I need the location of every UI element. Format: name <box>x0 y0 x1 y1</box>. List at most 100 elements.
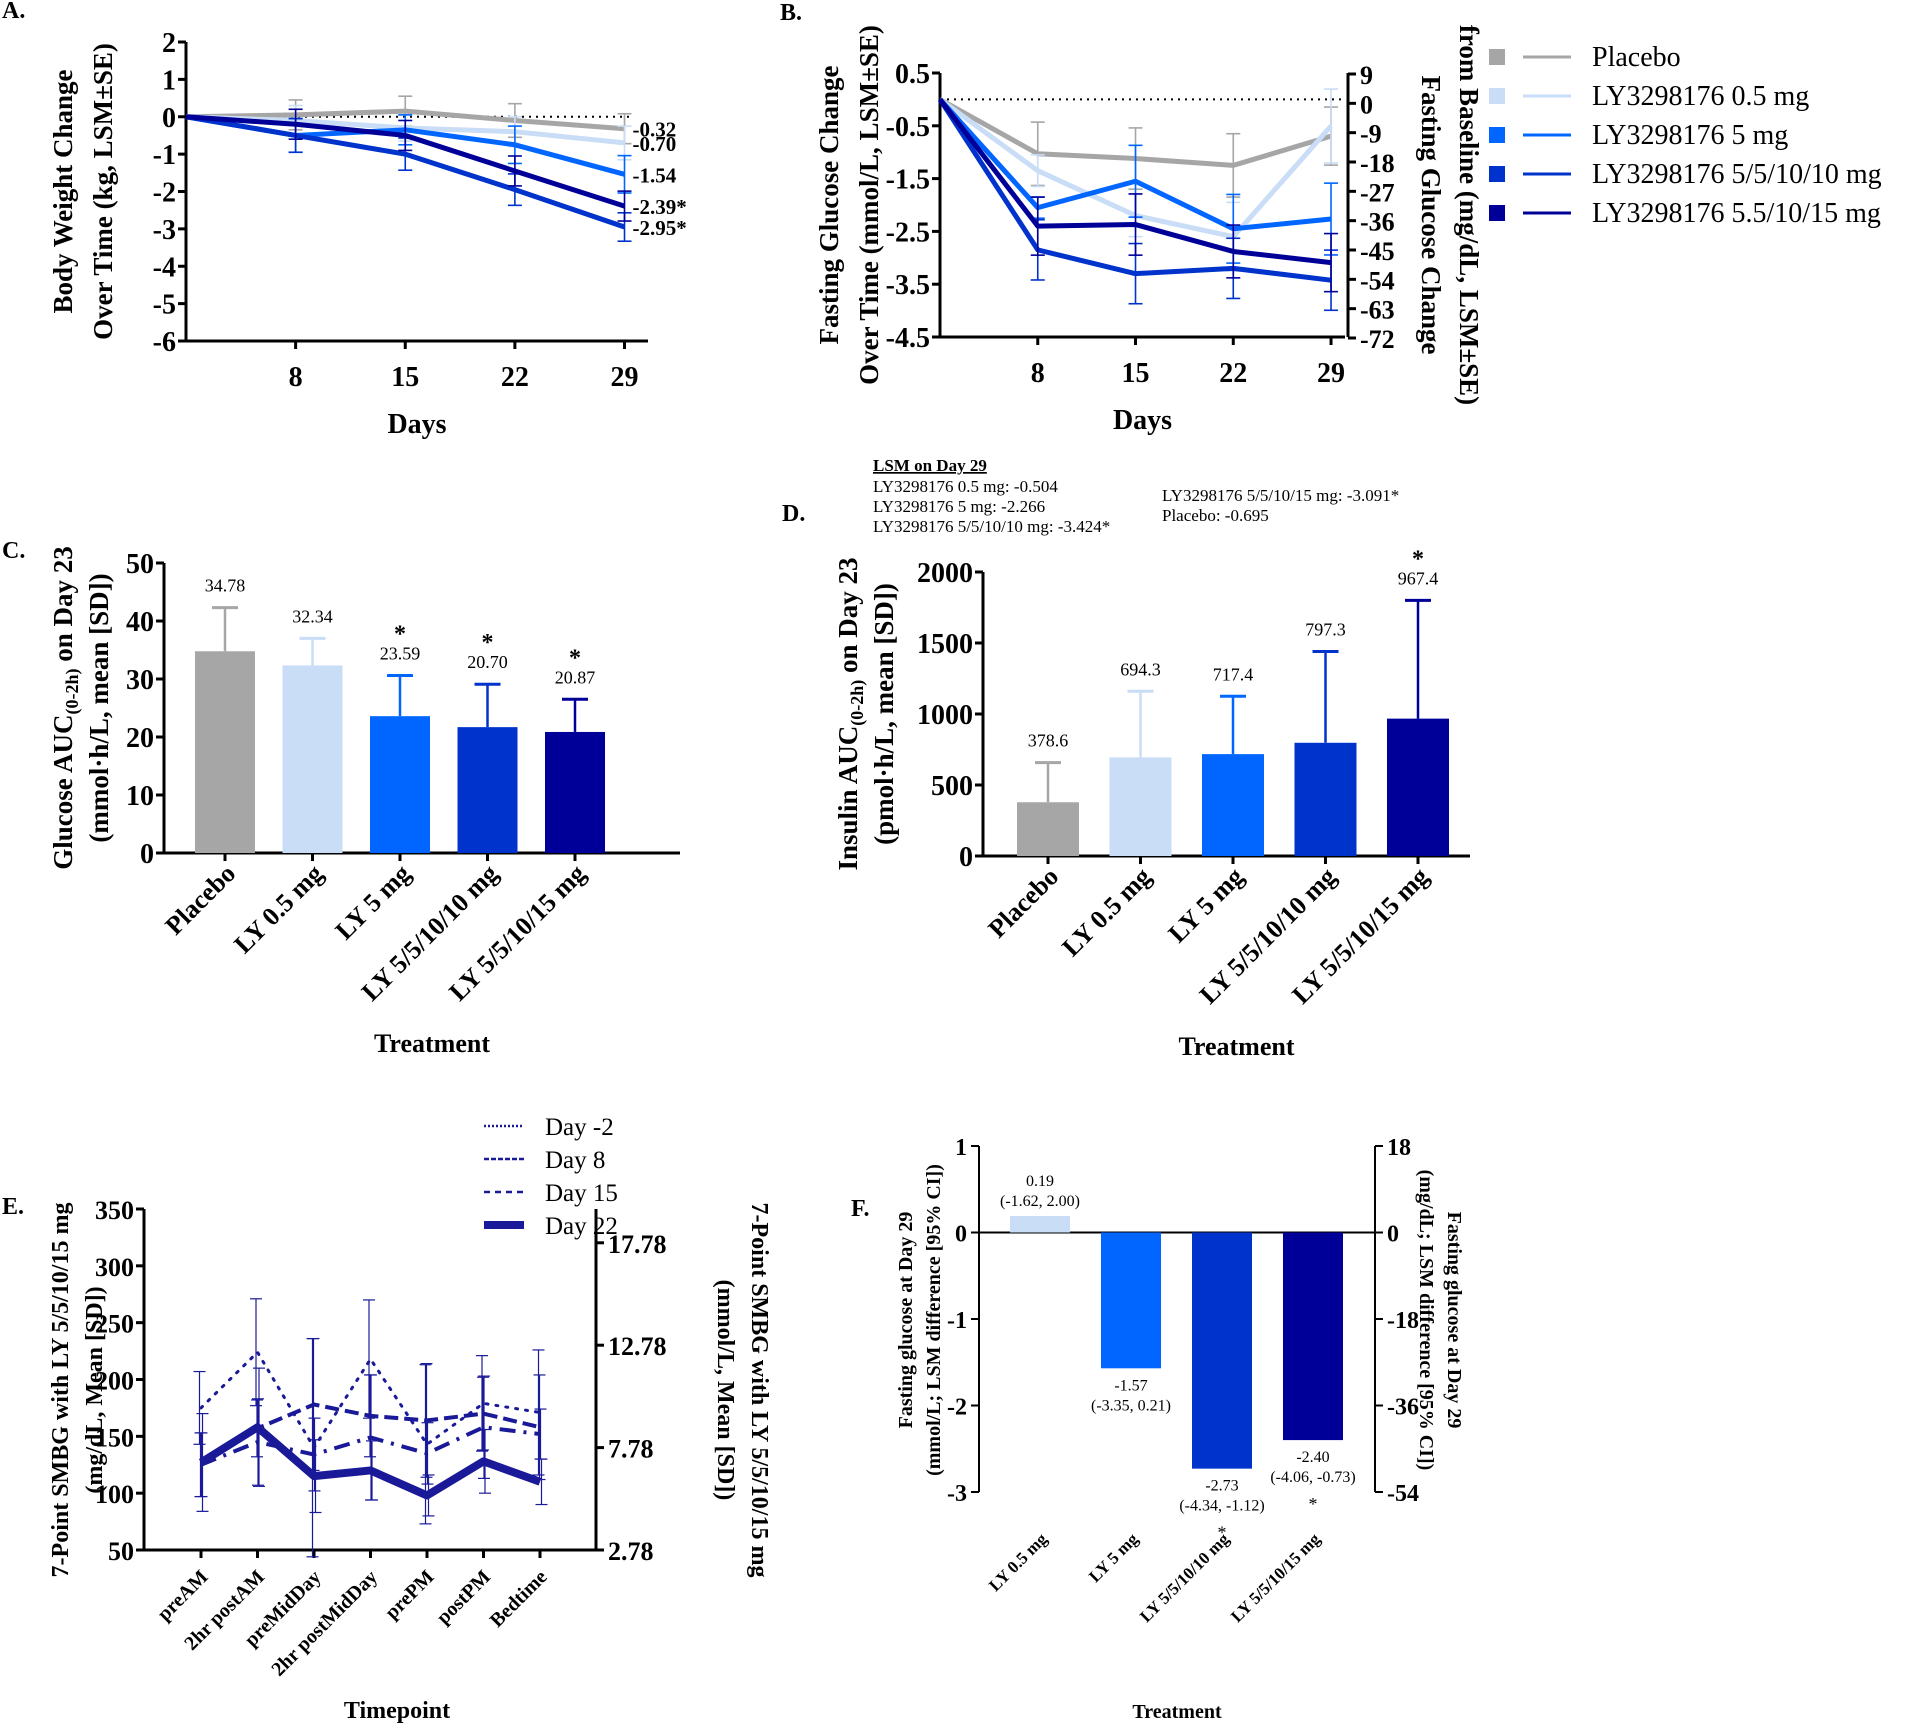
value-label: -2.40 <box>1296 1449 1329 1466</box>
value-label: 797.3 <box>1305 620 1346 640</box>
series-line <box>200 1425 541 1467</box>
x-tick-label: 29 <box>611 362 639 393</box>
y-tick-label: -3 <box>947 1481 967 1507</box>
x-tick-label: 2hr postMidDay <box>267 1566 382 1681</box>
y-axis-title-right: Fasting Glucose Change <box>1416 75 1446 354</box>
y-axis-title: (mmol/L; LSM difference [95% CI]) <box>923 1164 945 1476</box>
series-line <box>938 97 1332 232</box>
y-tick-label-right: 2.78 <box>608 1537 654 1566</box>
y-tick-label: -3.5 <box>886 270 930 301</box>
y-tick-label-right: -54 <box>1360 266 1395 295</box>
y-tick-label: 1000 <box>917 700 973 731</box>
x-tick-label: Placebo <box>982 862 1064 944</box>
y-tick-label: 2000 <box>917 558 973 589</box>
significance-asterisk: * <box>1309 1494 1318 1514</box>
x-tick-label: LY 0.5 mg <box>1056 862 1156 962</box>
panel-f-fasting-glucose-diff: F. 1 0 -1 -2 -3 18 0 -18 -36 -54 0.19 (-1.62, 2.00) L… <box>851 1135 1465 1723</box>
y-tick-label: 300 <box>95 1253 134 1282</box>
y-tick-label: -2.5 <box>886 217 930 248</box>
panel-label: D. <box>782 501 805 527</box>
series-line <box>185 108 625 132</box>
y-axis-title-right: from Baseline (mg/dL, LSM±SE) <box>1454 25 1484 405</box>
y-axis-title: Over Time (kg, LSM±SE) <box>88 43 118 340</box>
y-axis-title-sub: (0-2h) <box>62 669 83 715</box>
ci-label: (-4.34, -1.12) <box>1179 1498 1264 1515</box>
x-tick-label: postPM <box>432 1566 495 1629</box>
y-axis-title-right: 7-Point SMBG with LY 5/5/10/15 mg <box>746 1203 772 1578</box>
y-tick-label: -1 <box>153 140 176 171</box>
y-axis-title-right: (mg/dL; LSM difference [95% CI]) <box>1415 1170 1437 1471</box>
y-axis-title: Fasting Glucose Change <box>814 65 844 344</box>
y-tick-label-right: -27 <box>1360 178 1395 207</box>
y-axis-title: Fasting glucose at Day 29 <box>895 1212 917 1429</box>
bar <box>195 651 255 853</box>
bar <box>1387 718 1449 856</box>
y-axis-title-main: Insulin AUC <box>833 726 863 871</box>
y-tick-label: -6 <box>153 327 176 358</box>
end-value-label: -0.32 <box>633 118 677 142</box>
y-tick-label-right: 17.78 <box>608 1230 667 1259</box>
y-tick-label: 0 <box>959 842 973 873</box>
lsm-note-line: Placebo: -0.695 <box>1162 506 1269 525</box>
series-line <box>198 1423 542 1500</box>
y-axis-title-tail: on Day 23 <box>833 557 863 679</box>
y-tick-label: 50 <box>126 549 154 580</box>
e-legend-label: Day 22 <box>545 1213 618 1240</box>
bar <box>1202 754 1264 856</box>
legend-swatch <box>1489 49 1505 65</box>
bar <box>1017 802 1079 856</box>
y-tick-label-right: 7.78 <box>608 1435 654 1464</box>
y-tick-label: -1.5 <box>886 165 930 196</box>
legend-swatch <box>1489 88 1505 104</box>
bar <box>1109 757 1172 856</box>
bar <box>457 727 518 853</box>
panel-label: F. <box>851 1196 869 1222</box>
y-tick-label: -4.5 <box>886 323 930 354</box>
y-tick-label: -2 <box>947 1395 967 1421</box>
legend-label: LY3298176 5/5/10/10 mg <box>1592 159 1882 190</box>
lsm-note-line: LY3298176 5/5/10/15 mg: -3.091* <box>1162 486 1399 505</box>
bar <box>1101 1232 1161 1369</box>
x-tick-label: 22 <box>1219 358 1247 389</box>
x-tick-label: LY 5 mg <box>1085 1529 1142 1586</box>
y-tick-label-right: -36 <box>1387 1395 1419 1421</box>
panel-label: A. <box>2 0 25 24</box>
y-axis-title-main: Glucose AUC <box>48 715 78 870</box>
y-tick-label-right: 18 <box>1387 1135 1411 1161</box>
lsm-note-title: LSM on Day 29 <box>873 456 987 475</box>
bar <box>1283 1232 1343 1441</box>
y-tick-label: -4 <box>153 252 176 283</box>
significance-asterisk: * <box>482 630 494 656</box>
x-axis-title: Treatment <box>1179 1032 1295 1061</box>
x-tick-label: 29 <box>1317 358 1345 389</box>
y-axis-title-right: Fasting glucose at Day 29 <box>1443 1212 1465 1429</box>
x-tick-label: prePM <box>381 1566 439 1624</box>
y-tick-label: 2 <box>162 28 176 59</box>
series-line <box>199 1350 542 1450</box>
y-axis-title: Over Time (mmol/L, LSM±SE) <box>854 25 884 385</box>
y-tick-label: 0 <box>955 1222 967 1248</box>
panel-e-smbg: E. 50 100 150 200 250 300 350 2.78 7.78 12.78 17.78… <box>2 1114 772 1724</box>
y-axis-title: Glucose AUC(0-2h) on Day 23 <box>48 546 83 870</box>
significance-asterisk: * <box>394 622 406 648</box>
y-tick-label: 20 <box>126 723 154 754</box>
y-axis-title-tail: on Day 23 <box>48 546 78 668</box>
panel-label: E. <box>2 1194 24 1220</box>
y-tick-label: -0.5 <box>886 112 930 143</box>
y-tick-label-right: -72 <box>1360 325 1395 354</box>
x-tick-label: LY 5/5/10/10 mg <box>1136 1529 1233 1626</box>
panel-a-body-weight: A. 2 1 0 -1 -2 -3 -4 -5 -6 8 15 22 29 Days Body Weight … <box>2 0 687 440</box>
y-axis-title: 7-Point SMBG with LY 5/5/10/15 mg <box>48 1203 74 1578</box>
y-axis-title-right: (mmol/L, Mean [SD]) <box>712 1280 738 1501</box>
value-label: 20.70 <box>467 652 508 672</box>
value-label: -2.73 <box>1205 1478 1238 1495</box>
end-value-label: -2.39* <box>633 195 687 219</box>
y-axis-title-sub: (0-2h) <box>847 680 868 726</box>
ci-label: (-4.06, -0.73) <box>1270 1469 1355 1486</box>
y-tick-label-right: 0 <box>1387 1222 1399 1248</box>
bar <box>1192 1232 1252 1469</box>
value-label: 378.6 <box>1028 731 1069 751</box>
significance-asterisk: * <box>1412 546 1424 572</box>
e-legend-label: Day 8 <box>545 1147 605 1174</box>
